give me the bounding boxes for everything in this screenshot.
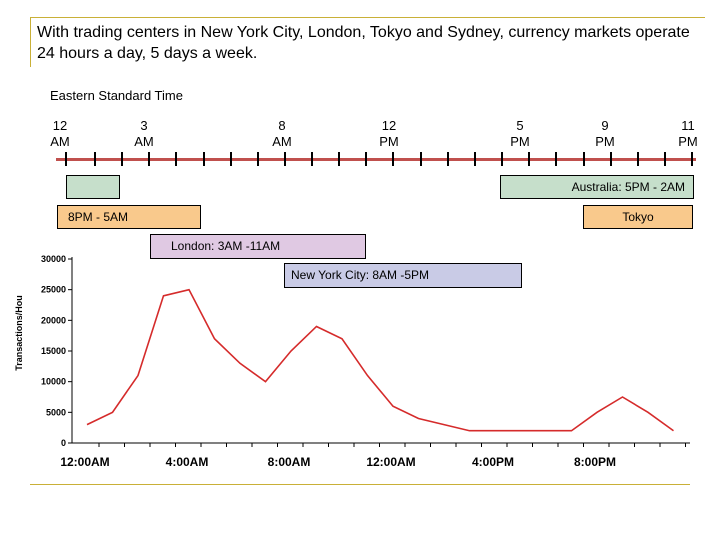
- tick-bottom: PM: [678, 134, 698, 149]
- tokyo-early-session-label: 8PM - 5AM: [68, 210, 129, 224]
- timeline-mark: [338, 152, 340, 166]
- timeline-mark: [392, 152, 394, 166]
- timeline-line: [56, 158, 696, 161]
- timeline-mark: [528, 152, 530, 166]
- slide-title: With trading centers in New York City, L…: [37, 24, 690, 62]
- timeline-mark: [311, 152, 313, 166]
- x-tick-label: 8:00PM: [574, 455, 616, 469]
- y-tick-label: 5000: [46, 407, 66, 417]
- timeline-mark: [447, 152, 449, 166]
- timeline-mark: [420, 152, 422, 166]
- timeline-mark: [664, 152, 666, 166]
- tick-bottom: AM: [272, 134, 292, 149]
- y-tick-label: 30000: [41, 254, 66, 264]
- australia-session-bar: Australia: 5PM - 2AM: [500, 175, 694, 199]
- timeline-tick-11pm: 11 PM: [668, 118, 708, 150]
- tick-bottom: AM: [50, 134, 70, 149]
- timeline-mark: [474, 152, 476, 166]
- y-axis-label: Transactions/Hou: [14, 295, 24, 371]
- series-line: [86, 288, 674, 432]
- timeline-tick-8am: 8 AM: [262, 118, 302, 150]
- x-tick-label: 8:00AM: [268, 455, 311, 469]
- timeline-mark: [175, 152, 177, 166]
- y-tick-label: 0: [61, 438, 66, 448]
- timeline-tick-12pm: 12 PM: [369, 118, 409, 150]
- timezone-label: Eastern Standard Time: [50, 88, 183, 103]
- new-york-session-label: New York City: 8AM -5PM: [291, 268, 430, 282]
- tick-bottom: PM: [595, 134, 615, 149]
- timeline-mark: [284, 152, 286, 166]
- tick-bottom: PM: [379, 134, 399, 149]
- x-tick-label: 4:00AM: [166, 455, 209, 469]
- top-border-line: [30, 17, 705, 18]
- tokyo-early-session-bar: 8PM - 5AM: [57, 205, 201, 229]
- tick-top: 12: [381, 118, 397, 133]
- australia-session-label: Australia: 5PM - 2AM: [571, 180, 685, 194]
- y-tick-label: 15000: [41, 346, 66, 356]
- left-border-line: [30, 17, 31, 67]
- bottom-border-line: [30, 484, 690, 485]
- timeline-mark: [691, 152, 693, 166]
- timeline-tick-12am: 12 AM: [40, 118, 80, 150]
- timeline-tick-5pm: 5 PM: [500, 118, 540, 150]
- tick-top: 12: [52, 118, 68, 133]
- timeline-mark: [610, 152, 612, 166]
- timeline-mark: [230, 152, 232, 166]
- london-session-bar: London: 3AM -11AM: [150, 234, 366, 259]
- new-york-session-bar: New York City: 8AM -5PM: [284, 263, 522, 288]
- australia-early-session-bar: [66, 175, 120, 199]
- timeline-mark: [203, 152, 205, 166]
- timeline-tick-9pm: 9 PM: [585, 118, 625, 150]
- tokyo-session-bar: Tokyo: [583, 205, 693, 229]
- x-tick-label: 12:00AM: [60, 455, 109, 469]
- timeline-mark: [555, 152, 557, 166]
- tokyo-session-label: Tokyo: [622, 210, 654, 224]
- x-tick-label: 4:00PM: [472, 455, 514, 469]
- tick-top: 3: [140, 118, 148, 133]
- timeline-mark: [121, 152, 123, 166]
- timeline-mark: [65, 152, 67, 166]
- timeline-mark: [501, 152, 503, 166]
- timeline-mark: [148, 152, 150, 166]
- timeline-mark: [94, 152, 96, 166]
- tick-top: 8: [278, 118, 286, 133]
- timeline-tick-3am: 3 AM: [124, 118, 164, 150]
- tick-top: 9: [601, 118, 609, 133]
- timeline-mark: [583, 152, 585, 166]
- timeline-mark: [637, 152, 639, 166]
- london-session-label: London: 3AM -11AM: [171, 239, 281, 253]
- tick-top: 5: [516, 118, 524, 133]
- timeline-mark: [257, 152, 259, 166]
- tick-bottom: PM: [510, 134, 530, 149]
- y-tick-label: 20000: [41, 315, 66, 325]
- x-tick-label: 12:00AM: [366, 455, 415, 469]
- timeline-mark: [365, 152, 367, 166]
- tick-top: 11: [681, 118, 695, 133]
- y-tick-label: 25000: [41, 285, 66, 295]
- y-tick-label: 10000: [41, 377, 66, 387]
- tick-bottom: AM: [134, 134, 154, 149]
